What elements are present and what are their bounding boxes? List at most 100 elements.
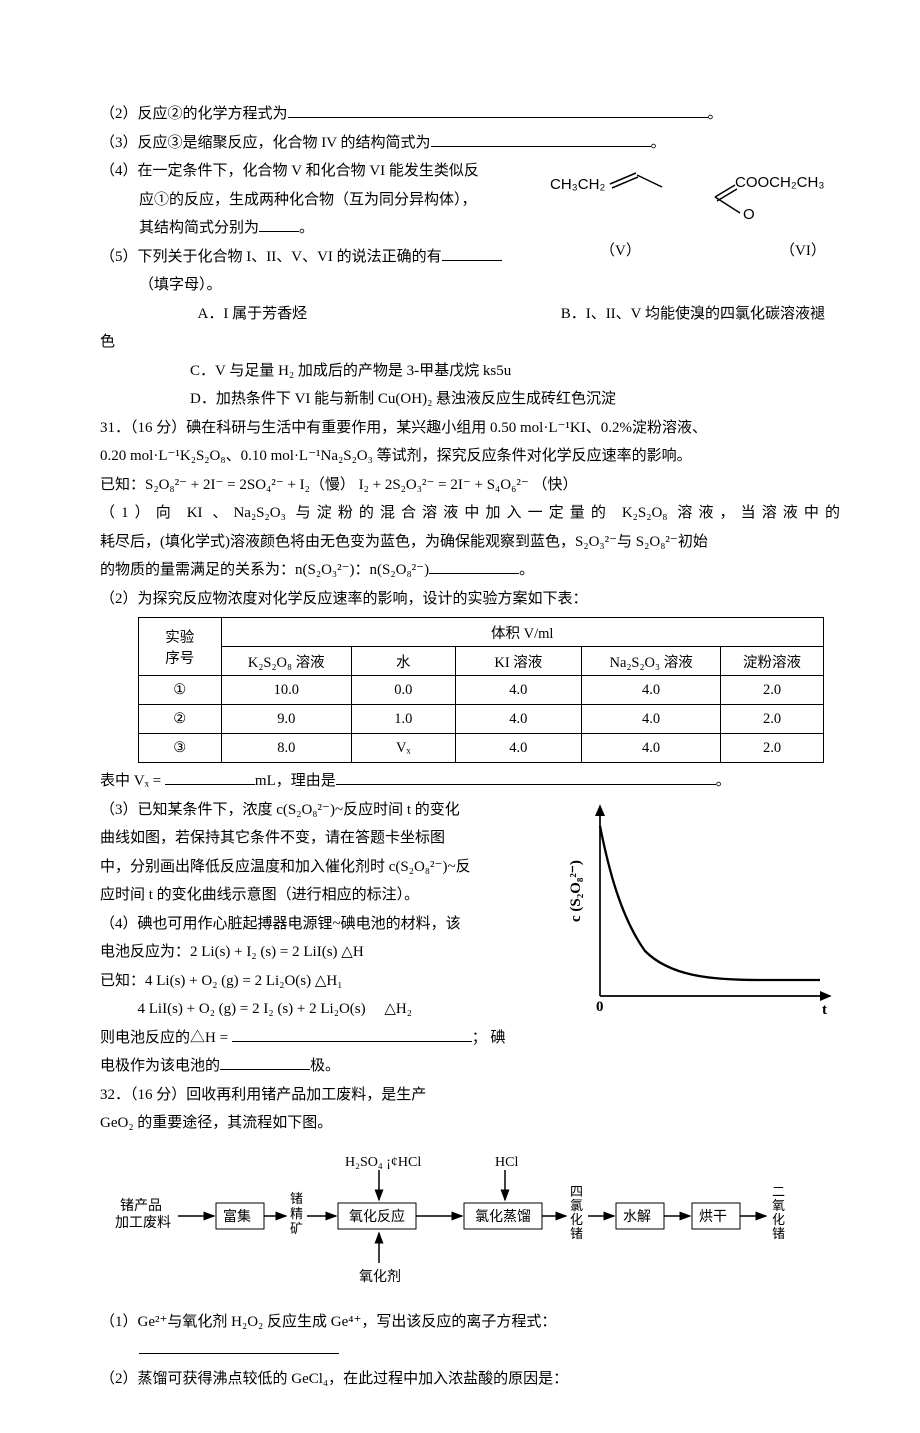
cell: ①	[138, 676, 221, 705]
x-label: t	[822, 1002, 827, 1018]
q31-p4-l6-b: 极。	[310, 1058, 340, 1074]
q30-p4-l1: （4）在一定条件下，化合物 V 和化合物 VI 能发生类似反	[100, 157, 530, 186]
node-label: 富集	[223, 1208, 251, 1225]
period: 。	[651, 135, 666, 151]
node-text-l3: 矿	[290, 1221, 303, 1236]
q31-p4-l5-a: 则电池反应的△H =	[100, 1030, 232, 1046]
cell: 4.0	[455, 705, 581, 734]
th-exp-l2: 序号	[145, 647, 215, 668]
th-c1: K₂S₂O₈ 溶液	[221, 647, 351, 676]
q31-p4-l6-a: 电极作为该电池的	[100, 1058, 220, 1074]
th-c4: Na₂S₂O₃ 溶液	[581, 647, 720, 676]
th-c3: KI 溶液	[455, 647, 581, 676]
blank	[336, 768, 716, 786]
q31-p2-post: 表中 Vₓ = mL，理由是。	[100, 767, 840, 796]
q32-stem-l1: 32．（16 分）回收再利用锗产品加工废料，是生产	[100, 1081, 840, 1110]
blank	[165, 768, 255, 786]
q30-p4-l3-text: 其结构简式分别为	[139, 220, 259, 236]
bottom-label: 氧化剂	[359, 1269, 401, 1285]
node-end-l1: 二	[772, 1184, 785, 1199]
cell: 4.0	[581, 734, 720, 763]
q30-p4p5-row: （4）在一定条件下，化合物 V 和化合物 VI 能发生类似反 应①的反应，生成两…	[100, 157, 840, 300]
mol-vi-text: COOCH₂CH₃	[735, 174, 824, 191]
q31-p4-l3: 已知：4 Li(s) + O₂ (g) = 2 Li₂O(s) △H₁	[100, 967, 552, 996]
q30-p2-text: （2）反应②的化学方程式为	[100, 106, 288, 122]
th-c5: 淀粉溶液	[721, 647, 823, 676]
q31-p4-l5-b: ； 碘	[472, 1030, 506, 1046]
cell: ②	[138, 705, 221, 734]
cell: 10.0	[221, 676, 351, 705]
q30-choice-c: C．V 与足量 H₂ 加成后的产物是 3-甲基戊烷 ks5u	[100, 357, 840, 386]
blank	[431, 129, 651, 147]
top-label-1: H₂SO₄ ¡¢HCl	[345, 1155, 421, 1170]
th-c2: 水	[351, 647, 455, 676]
node-end-l3: 化	[772, 1212, 785, 1227]
q30-choice-b-cont: 色	[100, 328, 840, 357]
mol-v-line2	[637, 175, 662, 187]
q31-p4-l5: 则电池反应的△H = ； 碘	[100, 1024, 552, 1053]
decay-curve	[600, 826, 820, 980]
mol-v-line1b	[612, 177, 638, 188]
q31-p3-l3: 中，分别画出降低反应温度和加入催化剂时 c(S₂O₈²⁻)~反	[100, 853, 552, 882]
q31-p1-l2: 耗尽后，(填化学式)溶液颜色将由无色变为蓝色，为确保能观察到蓝色，S₂O₃²⁻与…	[100, 528, 840, 557]
cell: 2.0	[721, 676, 823, 705]
cell: 9.0	[221, 705, 351, 734]
q31-p2-post-b: mL，理由是	[255, 773, 336, 789]
blank	[232, 1024, 472, 1042]
q31-p3p4-row: （3）已知某条件下，浓度 c(S₂O₈²⁻)~反应时间 t 的变化 曲线如图，若…	[100, 796, 840, 1081]
th-exp-l1: 实验	[145, 626, 215, 647]
node-end-l2: 氧	[772, 1198, 785, 1213]
mol-vi-line1b	[717, 189, 737, 201]
node-text-l2: 精	[290, 1206, 303, 1221]
mol-v-label: （V）	[600, 242, 641, 259]
blank	[288, 101, 708, 119]
th-exp: 实验 序号	[138, 618, 221, 676]
blank	[442, 243, 502, 261]
q31-p3-l1: （3）已知某条件下，浓度 c(S₂O₈²⁻)~反应时间 t 的变化	[100, 796, 552, 825]
mol-vi-line2	[715, 197, 740, 213]
process-flowchart: H₂SO₄ ¡¢HCl HCl 锗产品 加工废料 富集 锗 精 矿 氧化反应 氯…	[110, 1148, 830, 1298]
cell: 2.0	[721, 705, 823, 734]
q31-p4-l2: 电池反应为：2 Li(s) + I₂ (s) = 2 LiI(s) △H	[100, 938, 552, 967]
molecules-svg: CH₃CH₂ （V） COOCH₂CH₃ O （VI）	[540, 157, 840, 277]
q31-p1-l3: 的物质的量需满足的关系为：n(S₂O₃²⁻)：n(S₂O₈²⁻)。	[100, 556, 840, 585]
node-text-l2: 氯	[570, 1198, 583, 1213]
q30-p4-l2: 应①的反应，生成两种化合物（互为同分异构体），	[100, 186, 530, 215]
mol-vi-o: O	[743, 206, 755, 223]
y-label: c (S₂O₈²⁻)	[568, 860, 584, 922]
blank	[429, 557, 519, 575]
period: 。	[708, 106, 723, 122]
q32-stem-l2: GeO₂ 的重要途径，其流程如下图。	[100, 1109, 840, 1138]
cell: 4.0	[455, 734, 581, 763]
node-text-l3: 化	[570, 1212, 583, 1227]
q30-p5-l1: （5）下列关于化合物 I、II、V、VI 的说法正确的有	[100, 243, 530, 272]
origin-label: 0	[596, 999, 604, 1015]
node-label: 水解	[623, 1209, 651, 1225]
q31-known: 已知：S₂O₈²⁻ + 2I⁻ = 2SO₄²⁻ + I₂（慢） I₂ + 2S…	[100, 471, 840, 500]
q31-p3-l2: 曲线如图，若保持其它条件不变，请在答题卡坐标图	[100, 824, 552, 853]
node-start-l1: 锗产品	[120, 1198, 162, 1214]
node-label: 烘干	[699, 1209, 727, 1225]
table-row: ③ 8.0 Vₓ 4.0 4.0 2.0	[138, 734, 823, 763]
q30-choice-ab: A．I 属于芳香烃 B．I、II、V 均能使溴的四氯化碳溶液褪	[100, 300, 840, 329]
top-label-2: HCl	[495, 1155, 518, 1170]
q31-p2-post-a: 表中 Vₓ =	[100, 773, 165, 789]
node-text-l1: 四	[570, 1184, 583, 1199]
cell: 4.0	[455, 676, 581, 705]
node-label: 氯化蒸馏	[475, 1209, 531, 1225]
mol-vi-label: （VI）	[780, 242, 826, 259]
cell: 2.0	[721, 734, 823, 763]
period: 。	[299, 220, 314, 236]
table-row: ① 10.0 0.0 4.0 4.0 2.0	[138, 676, 823, 705]
node-label: 氧化反应	[349, 1208, 405, 1225]
cell: Vₓ	[351, 734, 455, 763]
q32-p2: （2）蒸馏可获得沸点较低的 GeCl₄，在此过程中加入浓盐酸的原因是：	[100, 1365, 840, 1394]
q31-p4-l6: 电极作为该电池的 极。	[100, 1052, 552, 1081]
q30-p4-l3: 其结构简式分别为 。	[100, 214, 530, 243]
table-row: ② 9.0 1.0 4.0 4.0 2.0	[138, 705, 823, 734]
q30-choice-d: D．加热条件下 VI 能与新制 Cu(OH)₂ 悬浊液反应生成砖红色沉淀	[100, 385, 840, 414]
q31-stem-l1: 31．（16 分）碘在科研与生活中有重要作用，某兴趣小组用 0.50 mol·L…	[100, 414, 840, 443]
q30-p3: （3）反应③是缩聚反应，化合物 IV 的结构简式为。	[100, 129, 840, 158]
q32-p1: （1）Ge²⁺与氧化剂 H₂O₂ 反应生成 Ge⁴⁺，写出该反应的离子方程式：	[100, 1308, 840, 1337]
experiment-table: 实验 序号 体积 V/ml K₂S₂O₈ 溶液 水 KI 溶液 Na₂S₂O₃ …	[138, 617, 824, 763]
